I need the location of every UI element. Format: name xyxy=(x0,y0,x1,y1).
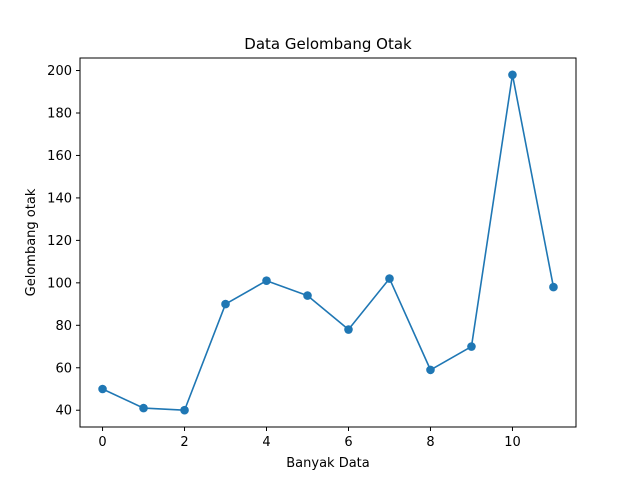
y-tick-label: 80 xyxy=(55,319,72,334)
x-tick-label: 10 xyxy=(504,435,521,450)
x-tick-label: 8 xyxy=(426,435,434,450)
data-point xyxy=(139,403,148,413)
y-tick-label: 100 xyxy=(47,276,72,291)
data-point xyxy=(221,299,230,309)
data-point xyxy=(467,342,476,351)
data-point xyxy=(385,274,394,283)
y-tick-label: 120 xyxy=(47,234,72,249)
data-point xyxy=(549,282,558,292)
y-axis-label: Gelombang otak xyxy=(24,188,39,296)
data-point xyxy=(344,325,353,334)
data-point xyxy=(426,365,435,375)
chart-title: Data Gelombang Otak xyxy=(244,35,412,53)
y-tick-label: 160 xyxy=(47,149,72,164)
data-point xyxy=(303,291,312,300)
series-layer xyxy=(98,70,558,415)
y-tick-label: 40 xyxy=(55,404,72,419)
data-point xyxy=(508,70,517,80)
data-point xyxy=(262,276,271,286)
y-tick-label: 60 xyxy=(55,361,72,376)
x-tick-label: 4 xyxy=(262,435,270,450)
y-tick-label: 180 xyxy=(47,106,72,121)
x-tick-label: 6 xyxy=(344,435,352,450)
x-tick-label: 2 xyxy=(180,435,188,450)
x-axis-ticks: 0 2 4 6 8 10 xyxy=(98,427,521,450)
series-line xyxy=(102,73,555,412)
data-point xyxy=(180,405,189,415)
data-point xyxy=(98,384,107,394)
y-tick-label: 140 xyxy=(47,191,72,206)
y-axis-ticks: 40 60 80 100 120 140 160 180 200 xyxy=(47,64,80,419)
plot-frame xyxy=(79,57,577,428)
x-axis-label: Banyak Data xyxy=(286,456,369,471)
x-tick-label: 0 xyxy=(98,435,106,450)
y-tick-label: 200 xyxy=(47,64,72,79)
